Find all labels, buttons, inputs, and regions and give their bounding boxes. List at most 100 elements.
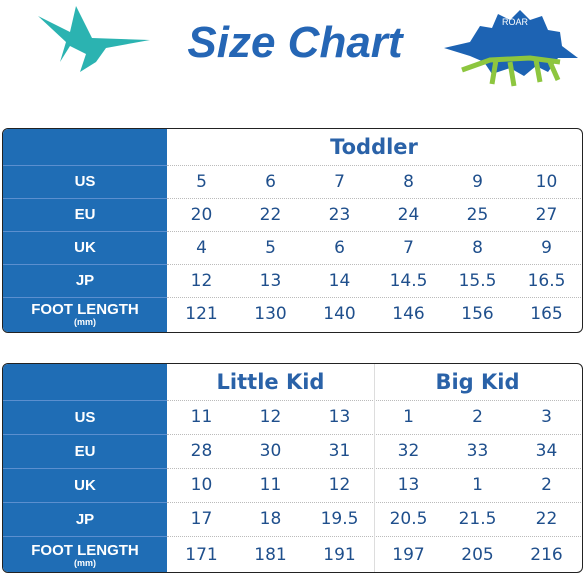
size-cell: 33 — [466, 441, 489, 461]
kid-table: US EU UK JP FOOT LENGTH (mm) Little Kid 11 12 13 2… — [2, 363, 583, 573]
unit-note: (mm) — [74, 317, 96, 327]
size-cell: 9 — [472, 171, 483, 192]
row-label-text: UK — [74, 476, 96, 494]
group-header: Little Kid — [216, 370, 325, 394]
label-divider — [3, 502, 167, 503]
label-divider — [3, 198, 167, 199]
row-divider — [167, 165, 581, 166]
size-cell: 7 — [403, 237, 414, 258]
size-cell: 191 — [323, 544, 356, 565]
label-divider — [3, 264, 167, 265]
size-cell: 13 — [259, 270, 282, 291]
size-cell: 21.5 — [458, 509, 497, 529]
size-cell: 146 — [392, 304, 425, 324]
size-cell: 10 — [190, 475, 213, 495]
size-cell: 13 — [328, 407, 351, 427]
size-cell: 31 — [328, 441, 351, 461]
size-cell: 165 — [530, 304, 563, 324]
row-divider — [167, 297, 581, 298]
size-cell: 12 — [328, 475, 351, 495]
row-label-text: EU — [74, 442, 96, 460]
size-cell: 5 — [265, 237, 276, 258]
size-cell: 25 — [466, 204, 489, 225]
size-cell: 216 — [530, 544, 563, 565]
size-cell: 8 — [403, 171, 414, 192]
row-label: US — [3, 165, 167, 198]
row-label: US — [3, 400, 167, 434]
size-cell: 205 — [461, 544, 494, 565]
toddler-table: US EU UK JP FOOT LENGTH (mm) Toddler 5 6 7 8 9 10 20 2… — [2, 128, 583, 333]
size-cell: 2 — [541, 475, 552, 495]
row-divider — [167, 198, 581, 199]
size-cell: 20.5 — [389, 509, 428, 529]
size-cell: 121 — [185, 304, 218, 324]
size-cell: 19.5 — [320, 509, 359, 529]
label-divider — [3, 297, 167, 298]
size-cell: 24 — [397, 204, 420, 225]
size-cell: 171 — [185, 544, 218, 565]
size-cell: 28 — [190, 441, 213, 461]
size-cell: 6 — [265, 171, 276, 192]
size-cell: 23 — [328, 204, 351, 225]
size-cell: 156 — [461, 304, 494, 324]
size-cell: 11 — [259, 475, 282, 495]
size-cell: 17 — [190, 509, 213, 529]
size-cell: 5 — [196, 171, 207, 192]
row-label: EU — [3, 434, 167, 468]
row-label: JP — [3, 264, 167, 297]
size-cell: 11 — [190, 407, 213, 427]
row-label-text: FOOT LENGTH — [31, 301, 139, 318]
row-label-text: EU — [74, 206, 96, 223]
row-label: FOOT LENGTH (mm) — [3, 536, 167, 572]
row-label-text: JP — [75, 272, 95, 289]
size-cell: 1 — [472, 475, 483, 495]
size-cell: 130 — [254, 304, 287, 324]
row-label: UK — [3, 231, 167, 264]
size-cell: 30 — [259, 441, 282, 461]
size-cell: 3 — [541, 407, 552, 427]
size-cell: 1 — [403, 407, 414, 427]
row-divider — [167, 264, 581, 265]
row-label-text: US — [74, 408, 96, 426]
size-cell: 18 — [259, 509, 282, 529]
row-label: FOOT LENGTH (mm) — [3, 297, 167, 331]
size-cell: 4 — [196, 237, 207, 258]
group-divider — [374, 364, 375, 572]
row-divider — [167, 231, 581, 232]
group-header: Toddler — [330, 135, 418, 159]
size-cell: 12 — [190, 270, 213, 291]
unit-note: (mm) — [74, 557, 96, 568]
badge: ROAR — [502, 17, 529, 27]
group-header: Big Kid — [435, 370, 520, 394]
row-label-text: FOOT LENGTH — [31, 541, 139, 559]
row-label: EU — [3, 198, 167, 231]
size-cell: 16.5 — [527, 270, 566, 291]
size-cell: 34 — [535, 441, 558, 461]
size-cell: 6 — [334, 237, 345, 258]
size-cell: 2 — [472, 407, 483, 427]
size-cell: 14.5 — [389, 270, 428, 291]
stegosaurus-icon: ROAR — [444, 10, 578, 87]
size-cell: 181 — [254, 544, 287, 565]
size-cell: 140 — [323, 304, 356, 324]
size-cell: 22 — [259, 204, 282, 225]
row-label-text: UK — [74, 239, 96, 256]
size-cell: 27 — [535, 204, 558, 225]
label-divider — [3, 468, 167, 469]
size-cell: 12 — [259, 407, 282, 427]
title: Size Chart — [187, 18, 403, 67]
label-divider — [3, 434, 167, 435]
size-cell: 14 — [328, 270, 351, 291]
label-column — [3, 129, 167, 332]
size-cell: 10 — [535, 171, 558, 192]
size-cell: 20 — [190, 204, 213, 225]
size-cell: 15.5 — [458, 270, 497, 291]
pterodactyl-icon — [38, 6, 150, 72]
row-label-text: US — [74, 173, 96, 190]
size-cell: 197 — [392, 544, 425, 565]
label-divider — [3, 536, 167, 537]
row-label: JP — [3, 502, 167, 536]
size-cell: 13 — [397, 475, 420, 495]
size-cell: 8 — [472, 237, 483, 258]
